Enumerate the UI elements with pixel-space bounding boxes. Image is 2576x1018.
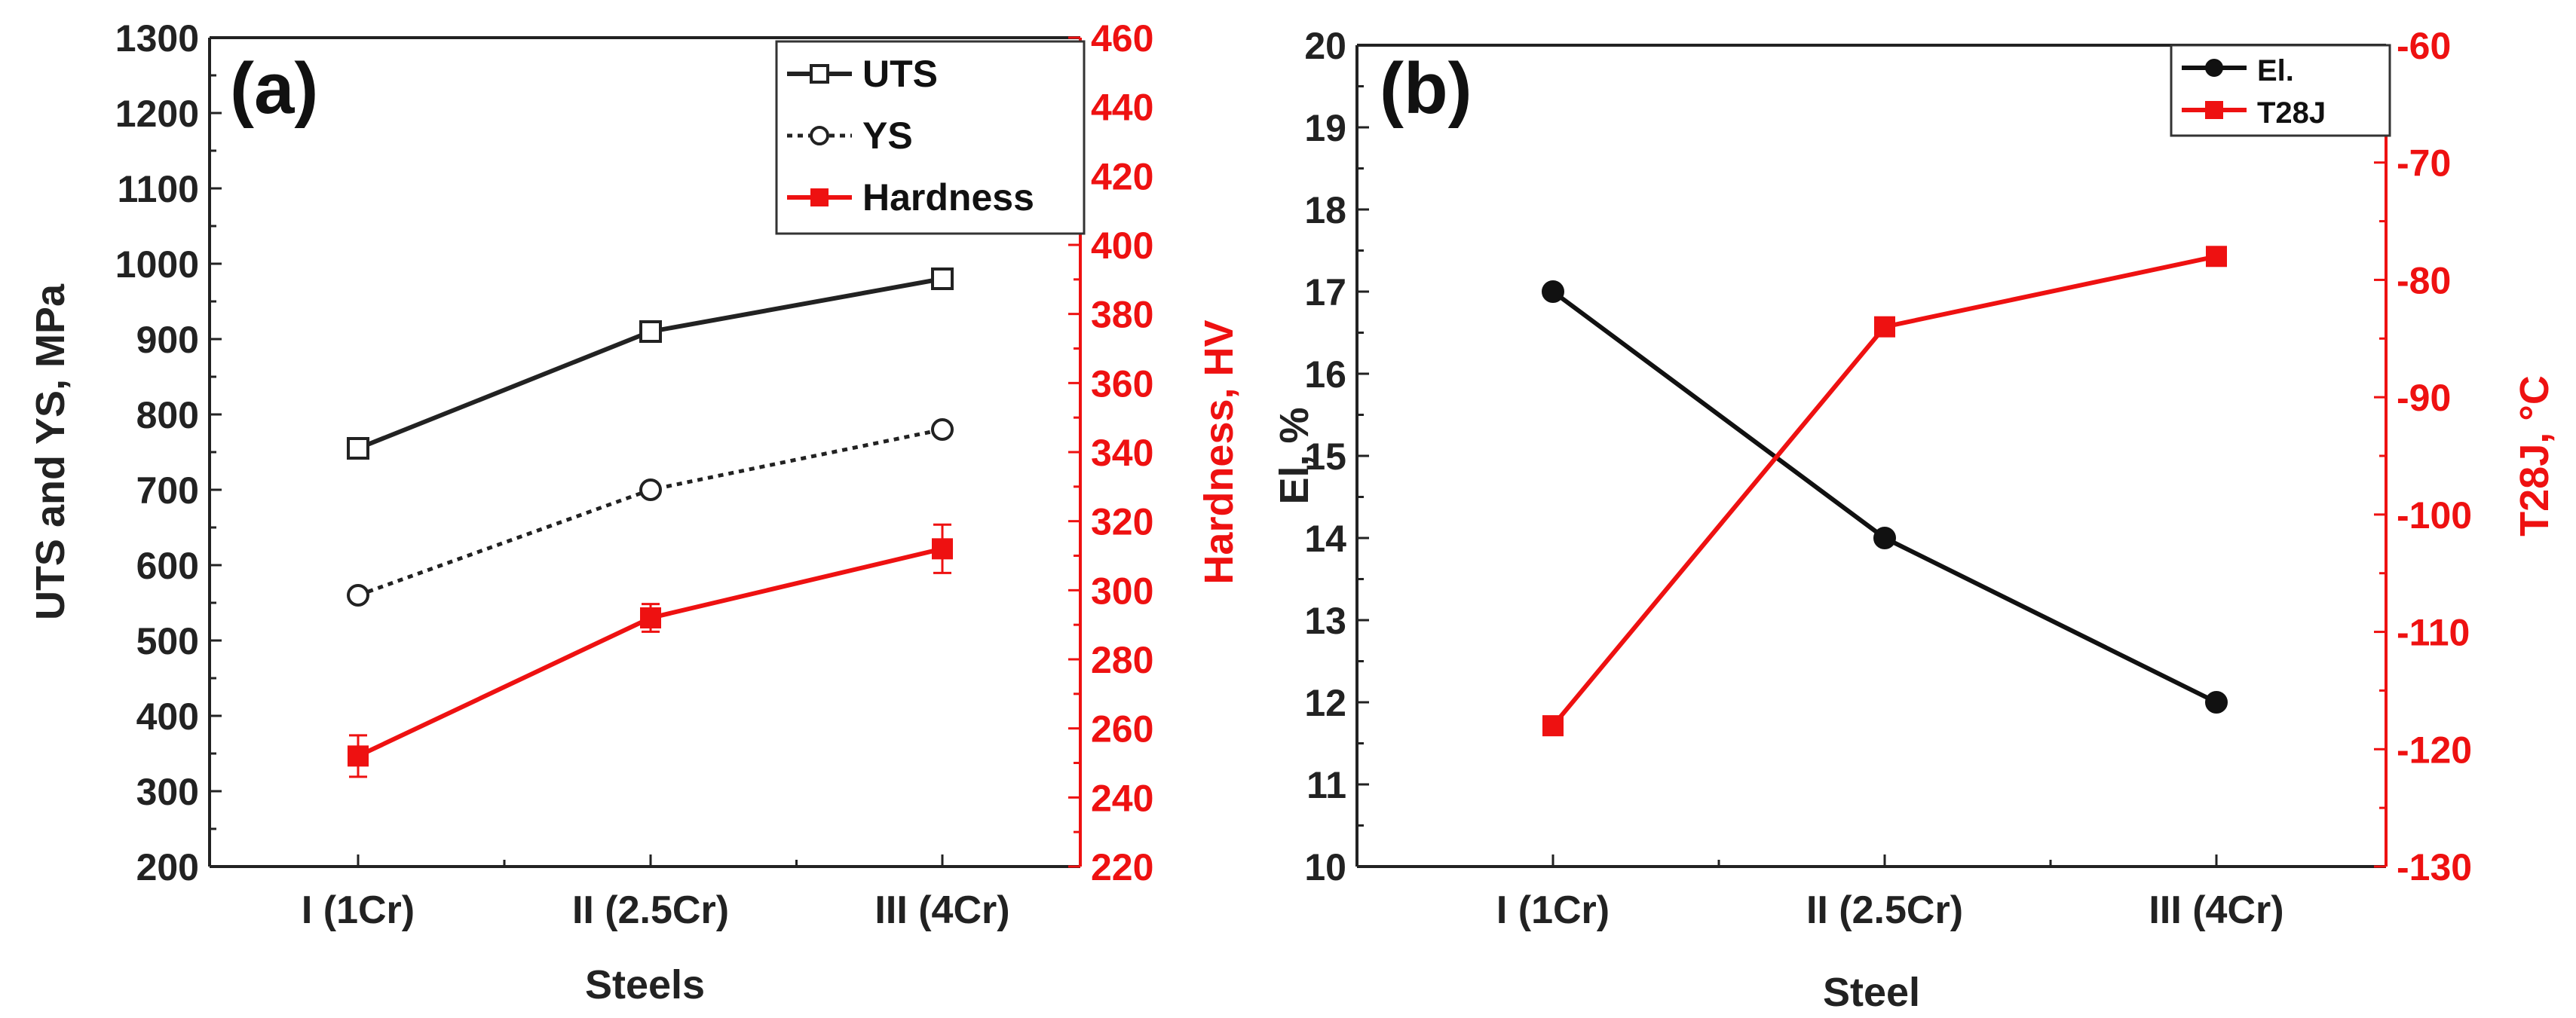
y-tick-label: 15 [1304, 436, 1346, 478]
y-tick-label: 400 [136, 695, 199, 738]
y2-tick-label: 460 [1091, 17, 1153, 60]
y2-tick-label: -70 [2397, 142, 2451, 185]
series-ys [347, 418, 954, 607]
y2-axis-title: Hardness, HV [1196, 319, 1242, 584]
legend-label: YS [862, 115, 913, 157]
data-point [2205, 691, 2228, 714]
y2-tick-label: -100 [2397, 494, 2472, 537]
y-tick-label: 17 [1304, 271, 1346, 313]
data-point [931, 418, 954, 441]
y-tick-label: 1300 [115, 17, 199, 60]
legend-label: El. [2257, 54, 2294, 87]
y2-tick-label: 340 [1091, 432, 1153, 474]
y-tick-label: 12 [1304, 682, 1346, 724]
y-tick-label: 10 [1304, 846, 1346, 888]
y2-tick-label: -130 [2397, 846, 2472, 888]
y2-axis-title: T28J, °C [2512, 375, 2557, 537]
y2-tick-label: -120 [2397, 729, 2472, 771]
legend-marker [2205, 101, 2223, 119]
y2-tick-label: 260 [1091, 708, 1153, 751]
data-point [1874, 316, 1895, 338]
y-tick-label: 900 [136, 319, 199, 361]
y-tick-label: 13 [1304, 600, 1346, 642]
legend-label: UTS [862, 53, 938, 95]
y2-tick-label: 240 [1091, 777, 1153, 819]
y2-tick-label: 400 [1091, 225, 1153, 267]
x-tick-label: III (4Cr) [874, 888, 1009, 932]
data-point [932, 538, 953, 560]
x-tick-label: I (1Cr) [1496, 888, 1610, 932]
data-point [639, 478, 662, 501]
y-tick-label: 200 [136, 846, 199, 888]
data-point [347, 437, 369, 460]
series-line [1551, 289, 2218, 705]
y-tick-label: 500 [136, 620, 199, 662]
series-line [357, 277, 943, 451]
y-tick-label: 16 [1304, 353, 1346, 396]
series-el- [1542, 280, 2228, 714]
y2-tick-label: 440 [1091, 87, 1153, 129]
y2-tick-label: 220 [1091, 846, 1153, 888]
data-point [1873, 527, 1896, 549]
legend-box [2170, 44, 2391, 137]
x-tick-label: II (2.5Cr) [1806, 888, 1963, 932]
data-point [2206, 246, 2227, 267]
y-tick-label: 20 [1304, 25, 1346, 67]
legend-marker [810, 188, 829, 206]
series-uts [347, 267, 954, 460]
legend-label: T28J [2257, 96, 2326, 130]
legend-marker [810, 126, 829, 145]
data-point [348, 745, 369, 767]
y2-tick-label: -80 [2397, 259, 2451, 301]
x-axis-title: Steel [1823, 970, 1920, 1015]
y-axis-title: El, % [1272, 407, 1317, 504]
series-hardness [348, 523, 953, 778]
y-tick-label: 700 [136, 469, 199, 512]
y-tick-label: 1000 [115, 243, 199, 286]
y2-tick-label: 300 [1091, 570, 1153, 612]
legend-marker [810, 64, 829, 84]
y-tick-label: 14 [1304, 518, 1346, 560]
y-tick-label: 600 [136, 545, 199, 587]
x-tick-label: II (2.5Cr) [572, 888, 729, 932]
y-tick-label: 11 [1306, 764, 1346, 806]
y2-tick-label: -90 [2397, 377, 2451, 419]
x-tick-label: III (4Cr) [2149, 888, 2283, 932]
y2-tick-label: 320 [1091, 501, 1153, 543]
legend: UTS YS Hardness [775, 40, 1086, 235]
data-point [1542, 280, 1564, 303]
legend-marker [2205, 59, 2223, 77]
y2-tick-label: 360 [1091, 362, 1153, 405]
data-point [640, 607, 661, 628]
data-point [1542, 715, 1564, 737]
panel-label: (a) [230, 48, 318, 129]
y-tick-label: 800 [136, 394, 199, 436]
y2-tick-label: 420 [1091, 155, 1153, 197]
chart-panel-b: 10 11 12 13 14 15 16 17 18 19 20 -130 -120 -110 -100 -9… [1272, 25, 2557, 1015]
y-tick-label: 18 [1304, 189, 1346, 231]
y2-tick-label: -110 [2397, 612, 2470, 654]
x-axis-title: Steels [585, 962, 705, 1007]
series-line [357, 546, 943, 759]
y-tick-label: 1200 [115, 93, 199, 135]
y2-tick-label: 280 [1091, 639, 1153, 681]
y-tick-label: 300 [136, 771, 199, 813]
chart-panel-a: 200 300 400 500 600 700 800 900 1000 1100 1200 1300… [28, 17, 1242, 1007]
series-t28j [1542, 246, 2227, 737]
panel-label: (b) [1380, 48, 1472, 129]
y2-tick-label: 380 [1091, 294, 1153, 336]
x-tick-label: I (1Cr) [302, 888, 415, 932]
data-point [347, 584, 369, 607]
data-point [639, 320, 662, 343]
y-tick-label: 19 [1304, 107, 1346, 149]
legend-label: Hardness [862, 176, 1034, 219]
legend: El. T28J [2170, 44, 2391, 137]
y2-tick-label: -60 [2397, 25, 2451, 67]
data-point [931, 267, 954, 290]
y-axis-title: UTS and YS, MPa [28, 283, 73, 620]
y-tick-label: 1100 [118, 168, 199, 210]
